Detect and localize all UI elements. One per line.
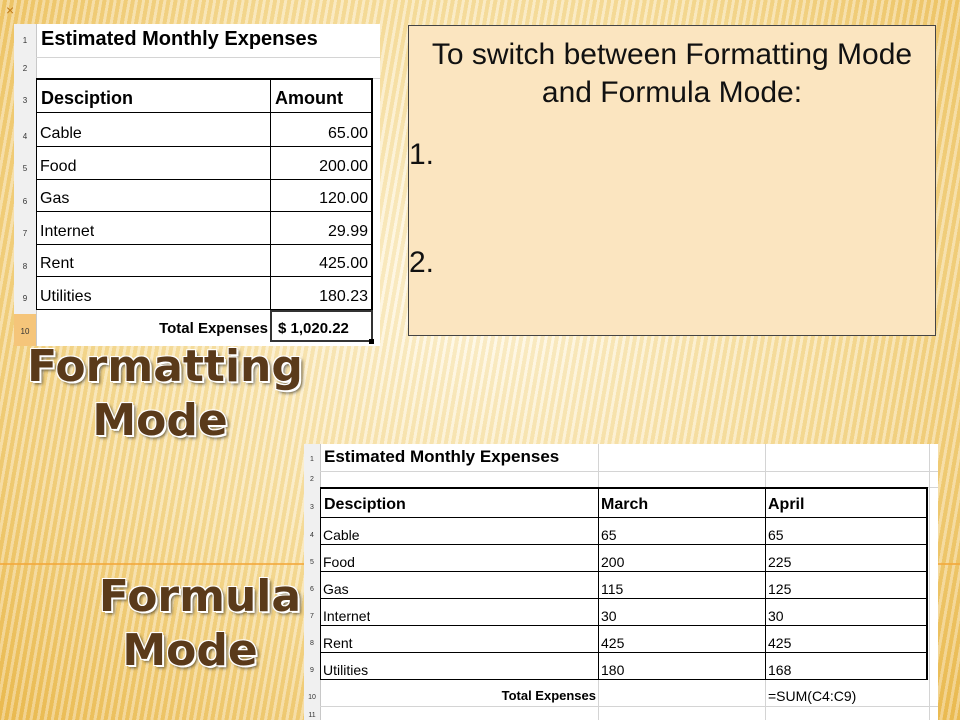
cell-march: 200 xyxy=(601,554,625,570)
cell-amount: 200.00 xyxy=(319,158,368,175)
cell-amount: 65.00 xyxy=(327,125,368,142)
cell-april: 125 xyxy=(768,581,792,597)
row-number: 3 xyxy=(310,504,314,511)
row-number: 11 xyxy=(308,712,316,719)
label-line: Formula xyxy=(98,571,302,622)
cell-description: Gas xyxy=(323,581,349,597)
cell-april: 225 xyxy=(768,554,792,570)
fill-handle[interactable] xyxy=(369,339,374,344)
cell-description: Internet xyxy=(40,223,95,240)
row-number: 3 xyxy=(22,96,28,105)
total-label: Total Expenses xyxy=(501,688,596,703)
sheet-title: Estimated Monthly Expenses xyxy=(324,447,560,466)
row-number: 9 xyxy=(310,667,314,674)
total-formula: =SUM(C4:C9) xyxy=(768,688,857,704)
row-number: 2 xyxy=(310,476,314,483)
cell-description: Internet xyxy=(323,608,371,624)
row-number: 8 xyxy=(310,640,314,647)
cell-april: 168 xyxy=(768,662,792,678)
header-march: March xyxy=(601,496,649,513)
cell-description: Cable xyxy=(40,125,82,142)
cell-march: 115 xyxy=(601,581,624,597)
cell-description: Gas xyxy=(40,190,70,207)
instruction-box: To switch between Formatting Mode and Fo… xyxy=(408,25,936,336)
formatting-mode-label: Formatting Mode xyxy=(20,340,310,448)
row-header-column xyxy=(304,444,321,720)
cell-description: Food xyxy=(323,554,355,570)
total-value: $ 1,020.22 xyxy=(278,320,349,337)
selected-row-highlight xyxy=(14,314,36,346)
header-description: Desciption xyxy=(324,496,406,513)
header-description: Desciption xyxy=(41,88,134,108)
formula-mode-label: Formula Mode xyxy=(70,570,310,678)
row-number: 9 xyxy=(22,294,28,303)
label-line: Formatting xyxy=(27,341,303,392)
cell-description: Cable xyxy=(323,527,360,543)
cell-description: Utilities xyxy=(40,288,92,305)
cell-march: 30 xyxy=(601,608,617,624)
instruction-title: To switch between Formatting Mode and Fo… xyxy=(431,38,913,109)
label-line: Mode xyxy=(122,625,258,676)
row-number: 1 xyxy=(310,456,314,463)
cell-march: 180 xyxy=(601,662,625,678)
label-line: Mode xyxy=(92,395,228,446)
formatting-mode-spreadsheet: 1 2 3 4 5 6 7 8 9 10 Estimated Monthly E… xyxy=(14,24,380,346)
cell-amount: 29.99 xyxy=(327,223,368,240)
header-amount: Amount xyxy=(275,88,343,108)
cell-amount: 180.23 xyxy=(319,288,368,305)
cell-march: 425 xyxy=(601,635,625,651)
row-number: 10 xyxy=(20,327,30,336)
formula-mode-spreadsheet: 1 2 3 4 5 6 7 8 9 10 11 Estimated Monthl… xyxy=(304,444,938,720)
row-number: 2 xyxy=(22,64,28,73)
row-number: 4 xyxy=(310,532,314,539)
row-number: 6 xyxy=(22,197,28,206)
cell-april: 425 xyxy=(768,635,792,651)
sheet-title: Estimated Monthly Expenses xyxy=(41,28,318,50)
cell-description: Utilities xyxy=(323,662,369,678)
row-number: 5 xyxy=(310,559,314,566)
cell-description: Food xyxy=(40,158,77,175)
row-number: 6 xyxy=(310,586,314,593)
slide-corner-mark: × xyxy=(6,2,15,18)
row-number: 5 xyxy=(22,164,28,173)
cell-april: 30 xyxy=(768,608,784,624)
row-number: 7 xyxy=(22,229,28,238)
row-number: 1 xyxy=(22,36,28,45)
selected-total-cell[interactable] xyxy=(270,310,373,342)
cell-amount: 120.00 xyxy=(319,190,368,207)
header-april: April xyxy=(768,496,805,513)
cell-description: Rent xyxy=(323,635,353,651)
row-number: 7 xyxy=(310,613,314,620)
total-label: Total Expenses xyxy=(159,320,268,337)
row-number: 10 xyxy=(308,694,316,701)
row-number: 8 xyxy=(22,262,28,271)
row-number: 4 xyxy=(22,132,28,141)
cell-march: 65 xyxy=(601,527,617,543)
step-1: 1. xyxy=(409,138,435,171)
step-2: 2. xyxy=(409,246,435,279)
cell-april: 65 xyxy=(768,527,784,543)
cell-amount: 425.00 xyxy=(319,255,368,272)
cell-description: Rent xyxy=(40,255,74,272)
